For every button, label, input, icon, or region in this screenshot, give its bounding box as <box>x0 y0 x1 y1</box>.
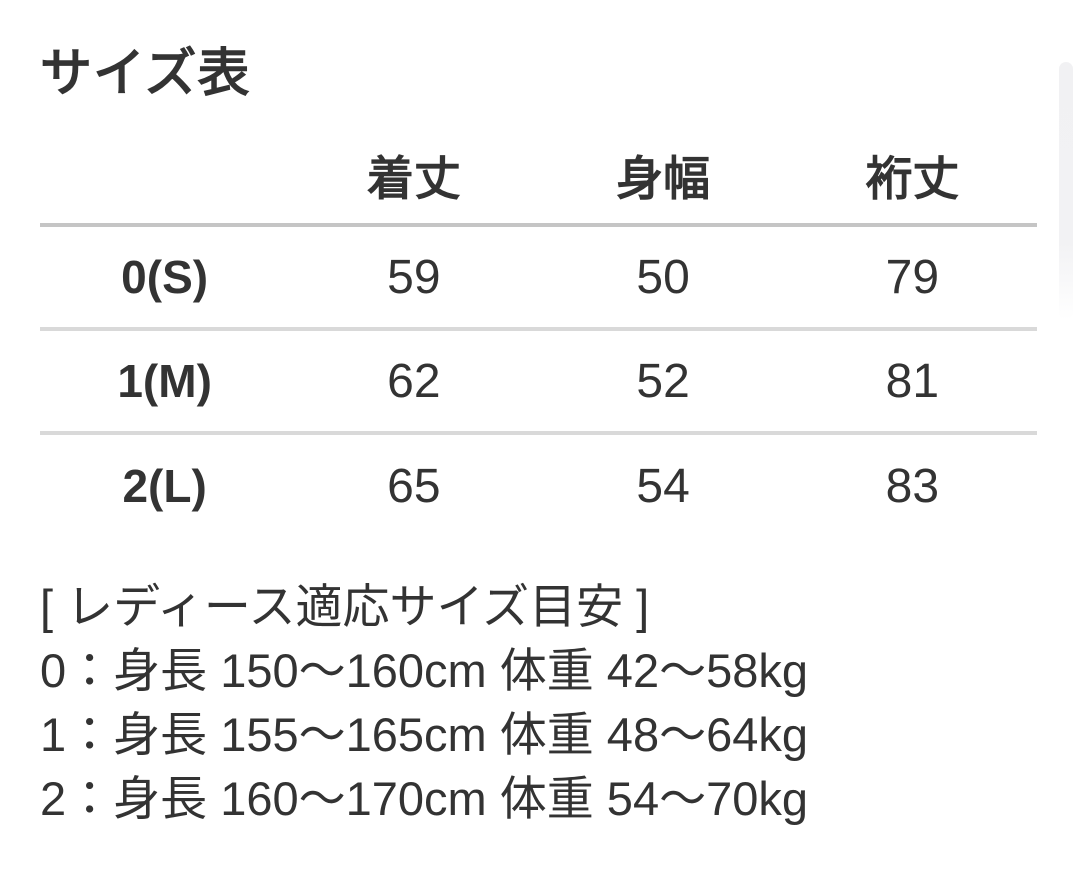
size-guide-line-1: 1：身長 155〜165cm 体重 48〜64kg <box>40 708 808 761</box>
size-guide: [ レディース適応サイズ目安 ] 0：身長 150〜160cm 体重 42〜58… <box>40 575 1037 831</box>
cell-1m-mihaba: 52 <box>538 329 788 435</box>
cell-0s-yukitake: 79 <box>787 225 1037 331</box>
row-label-1m: 1(M) <box>40 329 290 435</box>
size-table: 着丈 身幅 裄丈 0(S) 59 50 79 1(M) 62 52 81 <box>40 125 1037 537</box>
table-row-size-2l: 2(L) 65 54 83 <box>40 433 1037 537</box>
column-header-yukitake: 裄丈 <box>787 125 1037 227</box>
scrollbar-thumb[interactable] <box>1059 62 1073 320</box>
size-table-header: 着丈 身幅 裄丈 <box>40 125 1037 227</box>
size-table-header-row: 着丈 身幅 裄丈 <box>40 125 1037 227</box>
cell-0s-mihaba: 50 <box>538 225 788 331</box>
size-guide-heading: [ レディース適応サイズ目安 ] <box>40 580 650 633</box>
size-chart-section: サイズ表 着丈 身幅 裄丈 0(S) 59 50 79 1(M) <box>0 44 1080 831</box>
cell-2l-yukitake: 83 <box>885 459 940 513</box>
table-row-size-0s: 0(S) 59 50 79 <box>40 225 1037 331</box>
cell-2l-mihaba: 54 <box>636 459 690 513</box>
size-table-corner-cell <box>40 125 290 227</box>
row-label-2l: 2(L) <box>122 460 207 512</box>
size-guide-line-2: 2：身長 160〜170cm 体重 54〜70kg <box>40 772 808 825</box>
cell-2l-kitake: 65 <box>387 459 441 513</box>
table-row-size-1m: 1(M) 62 52 81 <box>40 329 1037 435</box>
cell-1m-yukitake: 81 <box>787 329 1037 435</box>
size-chart-page: サイズ表 着丈 身幅 裄丈 0(S) 59 50 79 1(M) <box>0 44 1080 885</box>
cell-1m-kitake: 62 <box>289 329 539 435</box>
cell-0s-kitake: 59 <box>289 225 539 331</box>
column-header-mihaba: 身幅 <box>538 125 788 227</box>
size-guide-line-0: 0：身長 150〜160cm 体重 42〜58kg <box>40 644 808 697</box>
page-title: サイズ表 <box>40 45 251 103</box>
column-header-kitake: 着丈 <box>289 125 539 227</box>
size-table-body: 0(S) 59 50 79 1(M) 62 52 81 2(L) 65 54 8… <box>40 225 1037 537</box>
row-label-0s: 0(S) <box>40 225 290 331</box>
